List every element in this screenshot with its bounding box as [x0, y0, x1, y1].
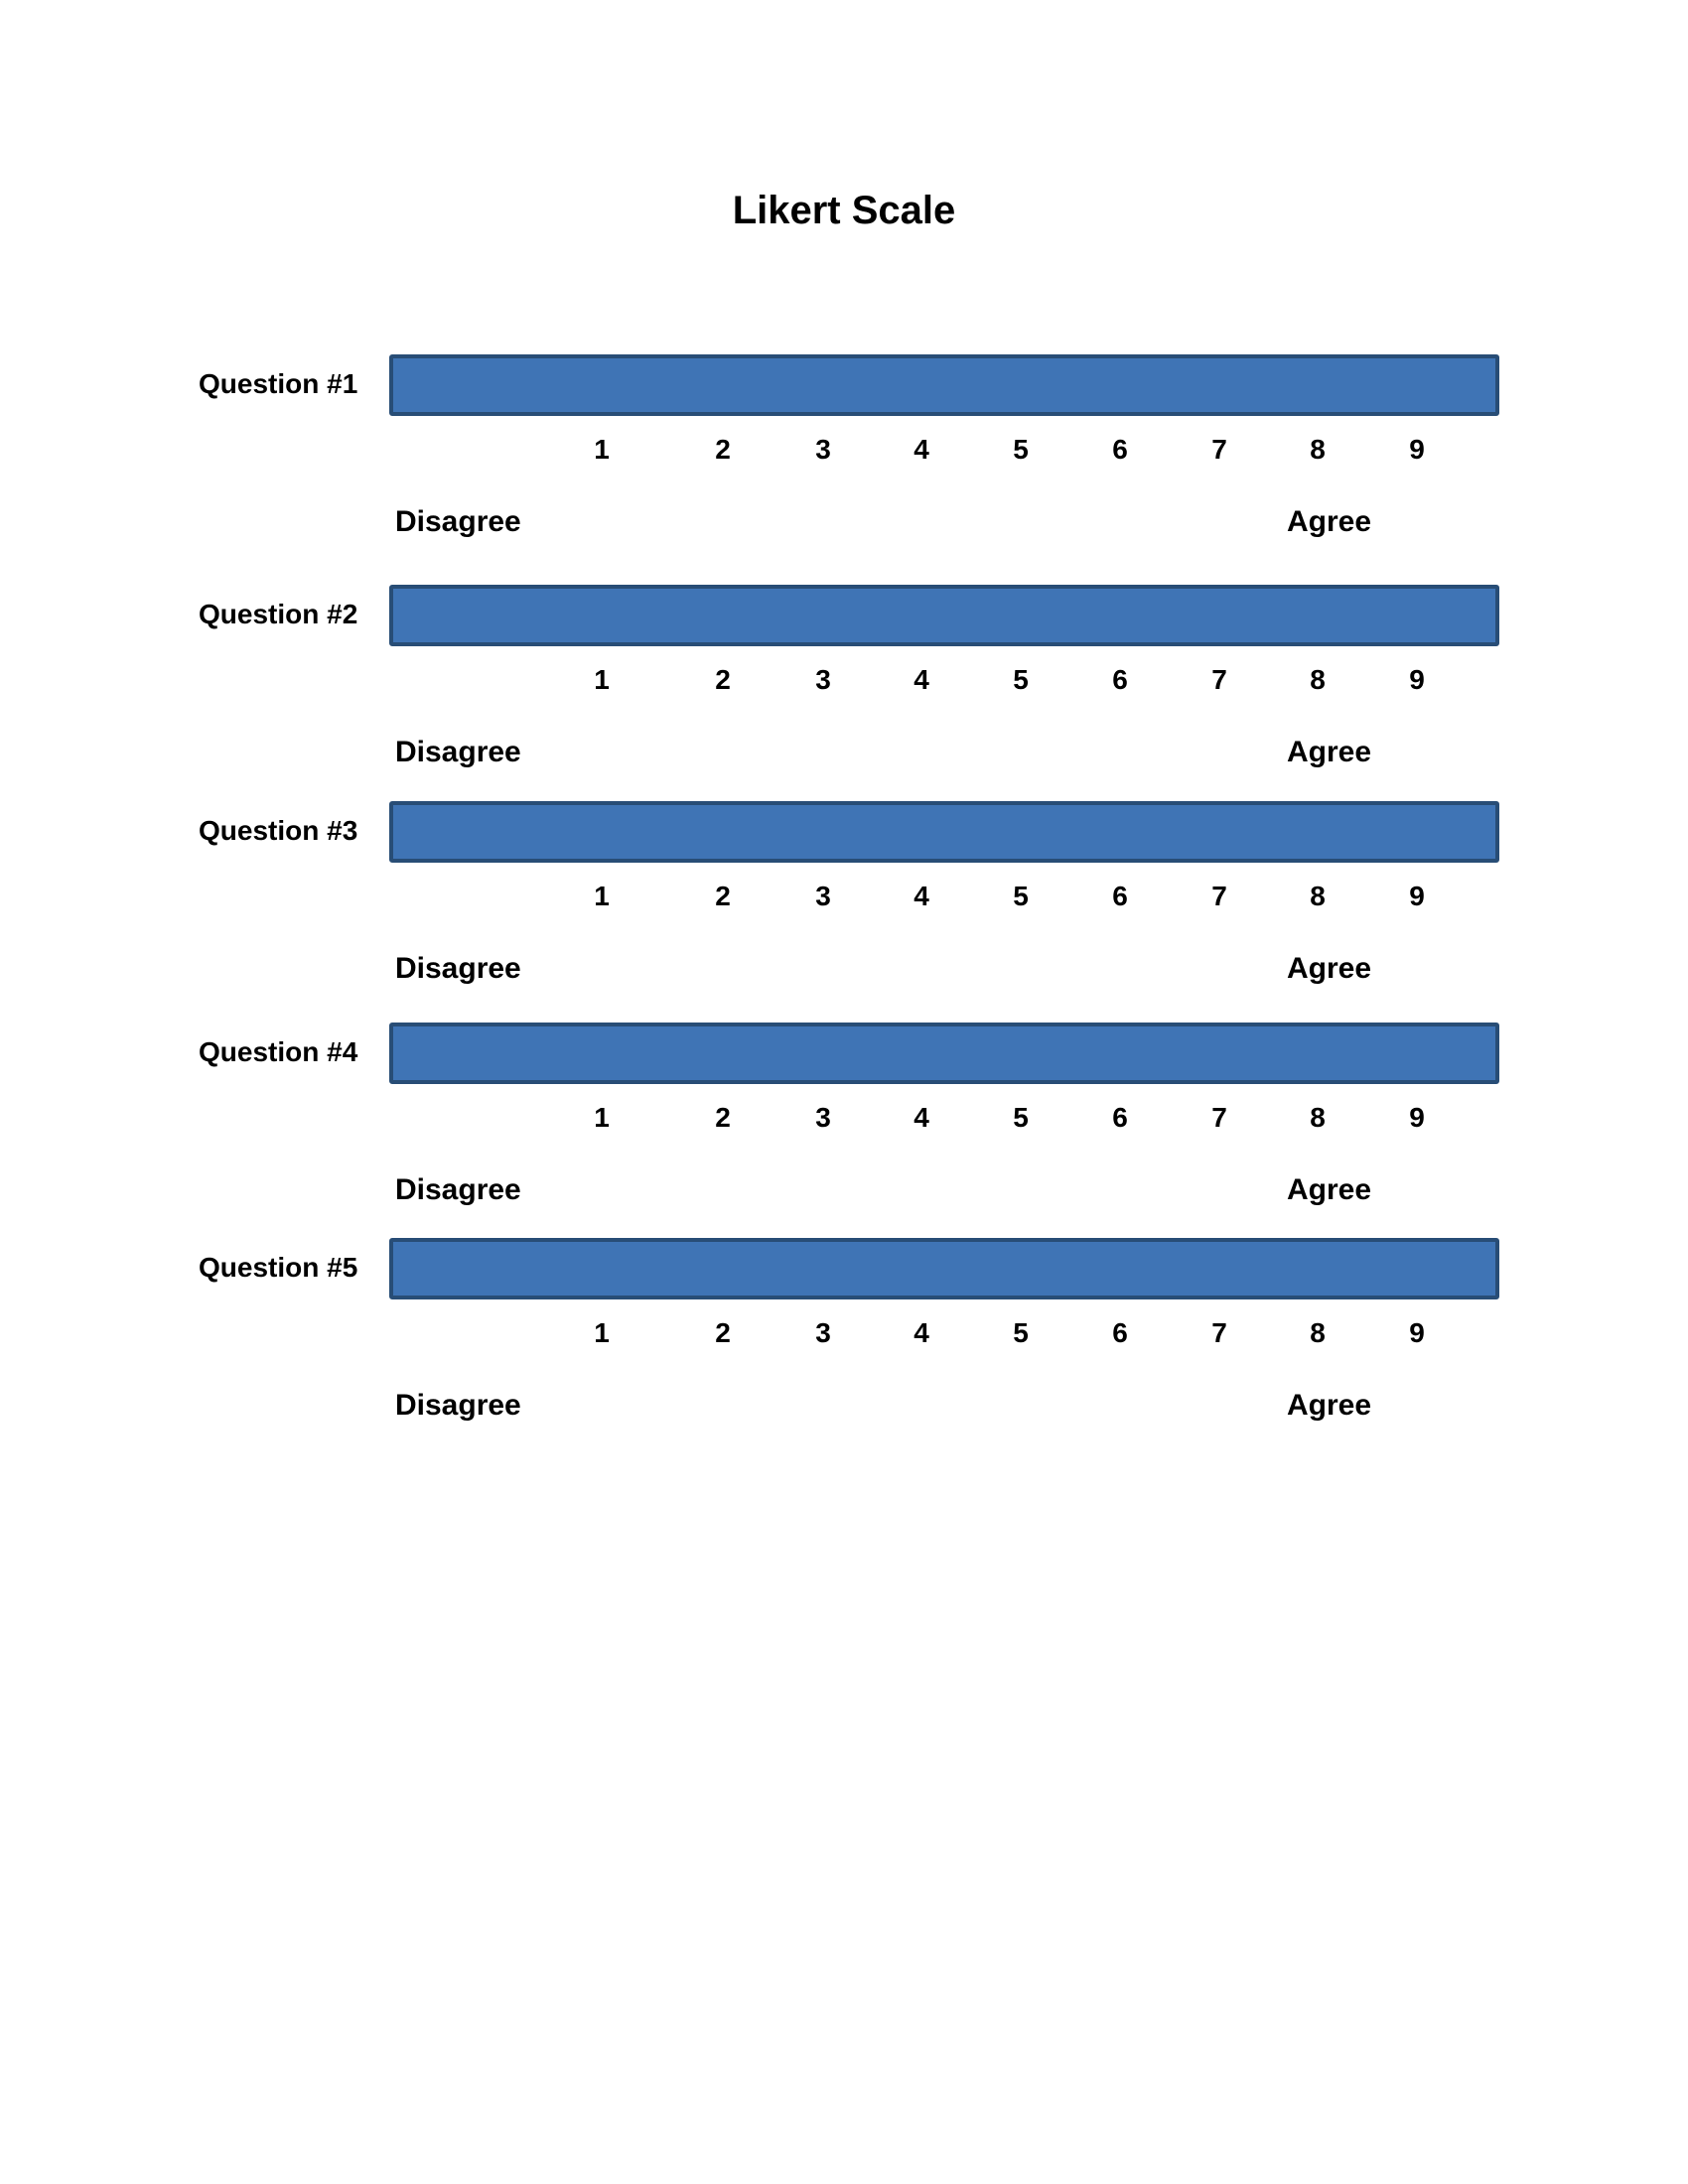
scale-number-6: 6 — [1112, 1102, 1128, 1133]
scale-number-1: 1 — [594, 1317, 610, 1348]
scale-number-5: 5 — [1013, 881, 1029, 911]
scale-number-6: 6 — [1112, 881, 1128, 911]
scale-number-5: 5 — [1013, 1317, 1029, 1348]
scale-number-5: 5 — [1013, 1102, 1029, 1133]
question-label: Question #1 — [199, 368, 358, 399]
scale-number-3: 3 — [815, 434, 831, 465]
disagree-label: Disagree — [395, 505, 521, 538]
disagree-label: Disagree — [395, 736, 521, 768]
scale-number-2: 2 — [715, 1102, 731, 1133]
scale-number-4: 4 — [914, 1102, 929, 1133]
scale-number-5: 5 — [1013, 434, 1029, 465]
question-label: Question #3 — [199, 815, 358, 846]
scale-number-8: 8 — [1310, 1102, 1326, 1133]
scale-number-4: 4 — [914, 434, 929, 465]
rating-scale-bar[interactable] — [389, 354, 1499, 416]
question-2: Question #2 1 2 3 4 5 6 7 8 9 Disagree A… — [0, 585, 1688, 813]
scale-number-5: 5 — [1013, 664, 1029, 695]
question-label: Question #2 — [199, 599, 358, 629]
scale-number-2: 2 — [715, 664, 731, 695]
agree-label: Agree — [1287, 1173, 1372, 1206]
scale-number-7: 7 — [1211, 664, 1227, 695]
scale-number-4: 4 — [914, 1317, 929, 1348]
question-label: Question #4 — [199, 1036, 358, 1067]
scale-number-9: 9 — [1409, 1102, 1425, 1133]
scale-number-9: 9 — [1409, 881, 1425, 911]
agree-label: Agree — [1287, 1389, 1372, 1422]
agree-label: Agree — [1287, 952, 1372, 985]
scale-number-7: 7 — [1211, 434, 1227, 465]
scale-number-8: 8 — [1310, 1317, 1326, 1348]
scale-number-2: 2 — [715, 1317, 731, 1348]
question-1: Question #1 1 2 3 4 5 6 7 8 9 Disagree A… — [0, 354, 1688, 583]
scale-number-9: 9 — [1409, 664, 1425, 695]
disagree-label: Disagree — [395, 952, 521, 985]
question-5: Question #5 1 2 3 4 5 6 7 8 9 Disagree A… — [0, 1238, 1688, 1466]
scale-number-1: 1 — [594, 434, 610, 465]
scale-number-6: 6 — [1112, 1317, 1128, 1348]
rating-scale-bar[interactable] — [389, 1023, 1499, 1084]
agree-label: Agree — [1287, 505, 1372, 538]
scale-number-8: 8 — [1310, 664, 1326, 695]
question-label: Question #5 — [199, 1252, 358, 1283]
scale-number-1: 1 — [594, 1102, 610, 1133]
scale-number-9: 9 — [1409, 1317, 1425, 1348]
scale-number-2: 2 — [715, 434, 731, 465]
scale-number-6: 6 — [1112, 434, 1128, 465]
scale-number-4: 4 — [914, 881, 929, 911]
scale-number-3: 3 — [815, 1102, 831, 1133]
scale-number-7: 7 — [1211, 1102, 1227, 1133]
question-4: Question #4 1 2 3 4 5 6 7 8 9 Disagree A… — [0, 1023, 1688, 1251]
disagree-label: Disagree — [395, 1173, 521, 1206]
scale-number-4: 4 — [914, 664, 929, 695]
scale-number-8: 8 — [1310, 434, 1326, 465]
scale-number-1: 1 — [594, 664, 610, 695]
scale-number-9: 9 — [1409, 434, 1425, 465]
scale-number-2: 2 — [715, 881, 731, 911]
scale-number-3: 3 — [815, 664, 831, 695]
rating-scale-bar[interactable] — [389, 585, 1499, 646]
question-3: Question #3 1 2 3 4 5 6 7 8 9 Disagree A… — [0, 801, 1688, 1029]
scale-number-3: 3 — [815, 1317, 831, 1348]
scale-number-7: 7 — [1211, 1317, 1227, 1348]
disagree-label: Disagree — [395, 1389, 521, 1422]
scale-number-8: 8 — [1310, 881, 1326, 911]
scale-number-3: 3 — [815, 881, 831, 911]
rating-scale-bar[interactable] — [389, 801, 1499, 863]
page-title: Likert Scale — [732, 189, 956, 232]
scale-number-7: 7 — [1211, 881, 1227, 911]
rating-scale-bar[interactable] — [389, 1238, 1499, 1299]
scale-number-6: 6 — [1112, 664, 1128, 695]
agree-label: Agree — [1287, 736, 1372, 768]
scale-number-1: 1 — [594, 881, 610, 911]
